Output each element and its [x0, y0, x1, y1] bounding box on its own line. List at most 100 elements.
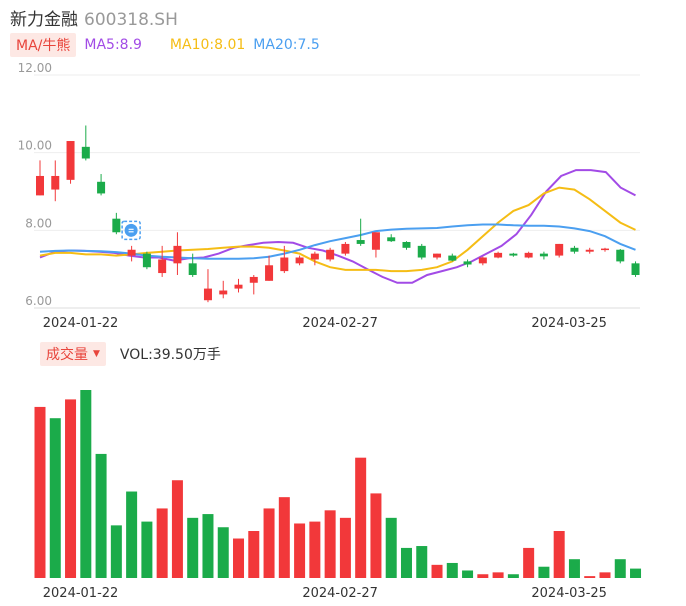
candle: [127, 245, 136, 262]
volume-bar: [355, 457, 367, 578]
y-tick-label: 6.00: [25, 294, 52, 308]
ma-legend: MA/牛熊 MA5:8.9 MA10:8.01 MA20:7.5: [10, 33, 320, 57]
candle-body: [585, 249, 594, 252]
candle: [585, 247, 594, 254]
candle: [387, 234, 396, 242]
candle: [188, 253, 197, 277]
volume-bar: [446, 562, 458, 578]
candle-body: [81, 146, 90, 159]
ma-lines: [39, 169, 636, 284]
volume-bar: [568, 559, 580, 578]
ma20-legend: MA20:7.5: [253, 37, 320, 53]
candle: [280, 245, 289, 274]
ma10-legend: MA10:8.01: [169, 37, 246, 53]
volume-bar: [477, 574, 489, 578]
volume-bar: [309, 521, 321, 578]
candle-body: [219, 290, 228, 295]
candle: [173, 232, 182, 275]
candle: [158, 245, 167, 277]
volume-bar: [187, 517, 199, 578]
candle: [463, 259, 472, 268]
volume-bar: [278, 497, 290, 578]
candle-body: [234, 284, 243, 289]
volume-bar: [370, 493, 382, 578]
volume-bar: [110, 525, 122, 578]
signal-marker[interactable]: [121, 220, 141, 241]
candle: [524, 251, 533, 259]
volume-bar: [584, 576, 596, 578]
candle: [326, 247, 335, 262]
candle: [234, 278, 243, 293]
volume-tag[interactable]: 成交量 ▼: [40, 342, 106, 366]
candle-body: [158, 259, 167, 274]
signal-marker-frame: [121, 220, 141, 241]
candle: [555, 243, 564, 258]
volume-bar: [553, 531, 565, 578]
price-x-tick-label: 2024-03-25: [531, 316, 607, 331]
volume-bar: [431, 564, 443, 578]
candle: [310, 251, 319, 266]
volume-x-tick-label: 2024-03-25: [531, 586, 607, 601]
volume-bar: [507, 574, 519, 578]
candle-body: [616, 249, 625, 262]
volume-bar: [141, 521, 153, 578]
volume-bar: [523, 547, 535, 578]
candle: [494, 251, 503, 259]
candle: [509, 252, 518, 257]
candle-body: [51, 175, 60, 190]
candle-body: [112, 218, 121, 233]
ma5-legend: MA5:8.9: [84, 37, 142, 53]
price-x-tick-label: 2024-01-22: [43, 316, 119, 331]
volume-bar: [599, 572, 611, 578]
candle: [51, 160, 60, 202]
volume-tag-label: 成交量: [46, 347, 88, 363]
candle: [631, 261, 640, 277]
candle: [539, 251, 548, 260]
candle-body: [433, 253, 442, 258]
volume-bars: [34, 390, 642, 578]
candle: [249, 274, 258, 295]
volume-bar: [630, 568, 642, 578]
volume-x-tick-label: 2024-02-27: [302, 586, 378, 601]
indicator-tag[interactable]: MA/牛熊: [10, 33, 77, 57]
volume-bar: [538, 566, 550, 578]
volume-bar: [416, 546, 428, 578]
y-tick-label: 12.00: [18, 61, 52, 75]
candle: [600, 247, 609, 252]
candle-body: [448, 255, 457, 261]
candle-body: [173, 245, 182, 264]
volume-bar: [156, 508, 168, 578]
stock-code: 600318.SH: [84, 10, 178, 30]
volume-bar: [614, 559, 626, 578]
candle: [295, 255, 304, 266]
volume-bar: [385, 517, 397, 578]
x-tick-labels: 2024-01-22 2024-01-22 2024-02-27 2024-02-27…: [43, 316, 607, 601]
candle-body: [524, 252, 533, 258]
candle-body: [371, 232, 380, 250]
candle-body: [631, 263, 640, 275]
candle-body: [188, 263, 197, 275]
candle-body: [310, 253, 319, 260]
candle-body: [494, 252, 503, 258]
candle: [97, 174, 106, 196]
price-y-ticks: 12.00 10.00 8.00 6.00: [18, 61, 52, 308]
candle-body: [478, 257, 487, 264]
volume-bar: [248, 531, 260, 578]
candle-body: [539, 253, 548, 257]
candle: [112, 212, 121, 235]
volume-legend: 成交量 ▼ VOL:39.50万手: [40, 342, 221, 366]
candle-body: [555, 243, 564, 256]
candle-body: [417, 245, 426, 258]
candle-body: [249, 276, 258, 283]
candle: [570, 245, 579, 254]
volume-bar: [171, 480, 183, 578]
candle-body: [341, 243, 350, 254]
candle: [356, 218, 365, 246]
candle-body: [600, 248, 609, 251]
candle-body: [280, 257, 289, 272]
candle-body: [387, 237, 396, 242]
candle-body: [36, 175, 44, 196]
candle: [417, 243, 426, 260]
volume-bar: [217, 527, 229, 578]
